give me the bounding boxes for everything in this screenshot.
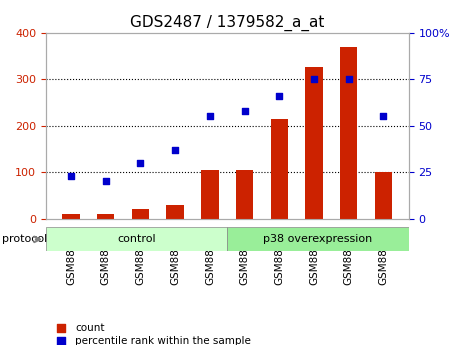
Bar	[97, 214, 114, 219]
Bar	[340, 47, 358, 219]
Point	[172, 147, 179, 152]
Legend: count, percentile rank within the sample: count, percentile rank within the sample	[51, 323, 251, 345]
Point	[137, 160, 144, 166]
FancyBboxPatch shape	[46, 227, 227, 252]
FancyBboxPatch shape	[227, 227, 409, 252]
Bar	[271, 119, 288, 219]
Text: control: control	[117, 234, 156, 244]
Bar	[132, 209, 149, 219]
Bar	[375, 172, 392, 219]
Point	[380, 114, 387, 119]
Bar	[236, 170, 253, 219]
Point	[276, 93, 283, 99]
Bar	[166, 205, 184, 219]
Bar	[201, 170, 219, 219]
Point	[345, 76, 352, 82]
Bar	[62, 214, 80, 219]
Bar	[306, 68, 323, 219]
Point	[102, 179, 109, 184]
Point	[241, 108, 248, 114]
Text: p38 overexpression: p38 overexpression	[263, 234, 372, 244]
Text: protocol: protocol	[2, 234, 47, 244]
Point	[206, 114, 213, 119]
Title: GDS2487 / 1379582_a_at: GDS2487 / 1379582_a_at	[130, 15, 325, 31]
Point	[310, 76, 318, 82]
Point	[67, 173, 75, 179]
